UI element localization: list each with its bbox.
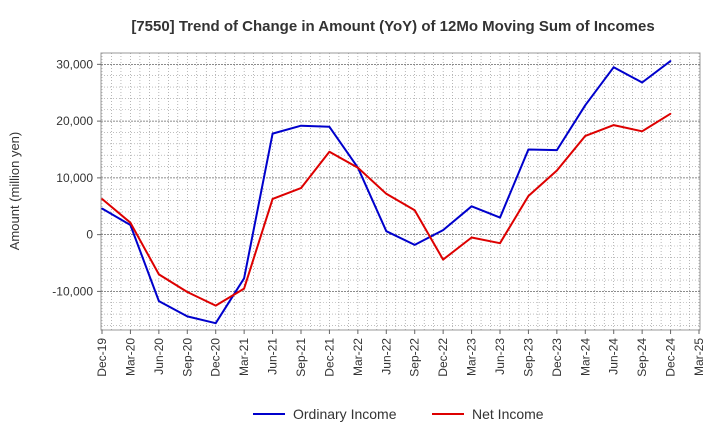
data-point <box>499 216 501 219</box>
x-tick-label: Sep-24 <box>635 338 649 377</box>
x-tick-label: Jun-22 <box>379 338 393 375</box>
data-point <box>442 258 444 261</box>
legend-label-1: Net Income <box>472 406 544 422</box>
y-tick-label: 30,000 <box>56 57 93 71</box>
data-point <box>413 209 416 212</box>
legend: Ordinary Income Net Income <box>253 406 544 422</box>
data-point <box>385 192 388 195</box>
x-tick-label: Sep-21 <box>294 338 308 377</box>
data-point <box>385 230 388 233</box>
data-point <box>300 124 302 127</box>
series-layer <box>101 60 672 325</box>
x-tick-label: Sep-23 <box>521 338 535 377</box>
data-point <box>158 300 160 302</box>
data-point <box>499 242 501 244</box>
x-tick-label: Jun-20 <box>152 338 166 375</box>
x-tick-label: Mar-20 <box>123 338 137 376</box>
data-point <box>186 315 189 318</box>
data-point <box>214 322 217 324</box>
data-point <box>584 135 587 137</box>
data-point <box>669 60 672 62</box>
x-tick-label: Sep-20 <box>180 338 194 377</box>
x-tick-label: Dec-21 <box>322 338 336 377</box>
grid <box>101 52 700 330</box>
data-point <box>556 149 558 151</box>
data-point <box>357 166 359 169</box>
y-tick-label: -10,000 <box>52 284 93 298</box>
data-point <box>243 287 245 290</box>
x-tick-label: Jun-23 <box>493 338 507 375</box>
data-point <box>556 169 558 172</box>
data-point <box>243 277 245 280</box>
data-point <box>186 291 189 293</box>
data-point <box>101 207 103 210</box>
data-point <box>328 150 331 153</box>
x-tick-label: Mar-23 <box>465 338 479 376</box>
data-point <box>641 130 643 133</box>
y-tick-label: 20,000 <box>56 114 93 128</box>
x-tick-label: Dec-22 <box>436 338 450 377</box>
y-tick-label: 0 <box>86 228 93 242</box>
x-tick-label: Dec-23 <box>550 338 564 377</box>
x-tick-label: Mar-24 <box>578 338 592 376</box>
data-point <box>470 236 473 239</box>
x-tick-label: Jun-21 <box>266 338 280 375</box>
legend-label-0: Ordinary Income <box>293 406 397 422</box>
x-tick-label: Dec-19 <box>95 338 109 377</box>
data-point <box>641 81 643 84</box>
data-point <box>328 125 331 128</box>
data-point <box>584 104 587 107</box>
x-tick-label: Jun-24 <box>607 338 621 375</box>
data-point <box>612 66 615 68</box>
y-axis-label: Amount (million yen) <box>7 132 22 251</box>
x-tick-label: Dec-20 <box>209 338 223 377</box>
data-point <box>129 221 132 224</box>
data-point <box>612 124 615 126</box>
y-axis: 30,000 20,000 10,000 0 -10,000 <box>52 57 101 298</box>
plot-area <box>100 52 701 331</box>
x-tick-label: Mar-21 <box>237 338 251 376</box>
chart-title: [7550] Trend of Change in Amount (YoY) o… <box>131 18 654 35</box>
data-point <box>271 132 274 135</box>
data-point <box>214 304 217 307</box>
data-point <box>158 273 160 276</box>
x-tick-label: Sep-22 <box>408 338 422 377</box>
x-tick-label: Dec-24 <box>664 338 678 377</box>
data-point <box>442 229 444 231</box>
x-tick-label: Mar-22 <box>351 338 365 376</box>
data-point <box>669 112 672 115</box>
data-point <box>527 148 530 151</box>
data-point <box>470 205 473 208</box>
x-axis: Dec-19 Mar-20 Jun-20 Sep-20 Dec-20 Mar-21 Jun-… <box>95 330 706 377</box>
data-point <box>271 198 274 200</box>
data-point <box>300 187 302 189</box>
y-tick-label: 10,000 <box>56 171 93 185</box>
data-point <box>101 198 103 200</box>
x-tick-label: Mar-25 <box>692 338 706 376</box>
data-point <box>527 195 530 197</box>
data-point <box>413 244 416 246</box>
